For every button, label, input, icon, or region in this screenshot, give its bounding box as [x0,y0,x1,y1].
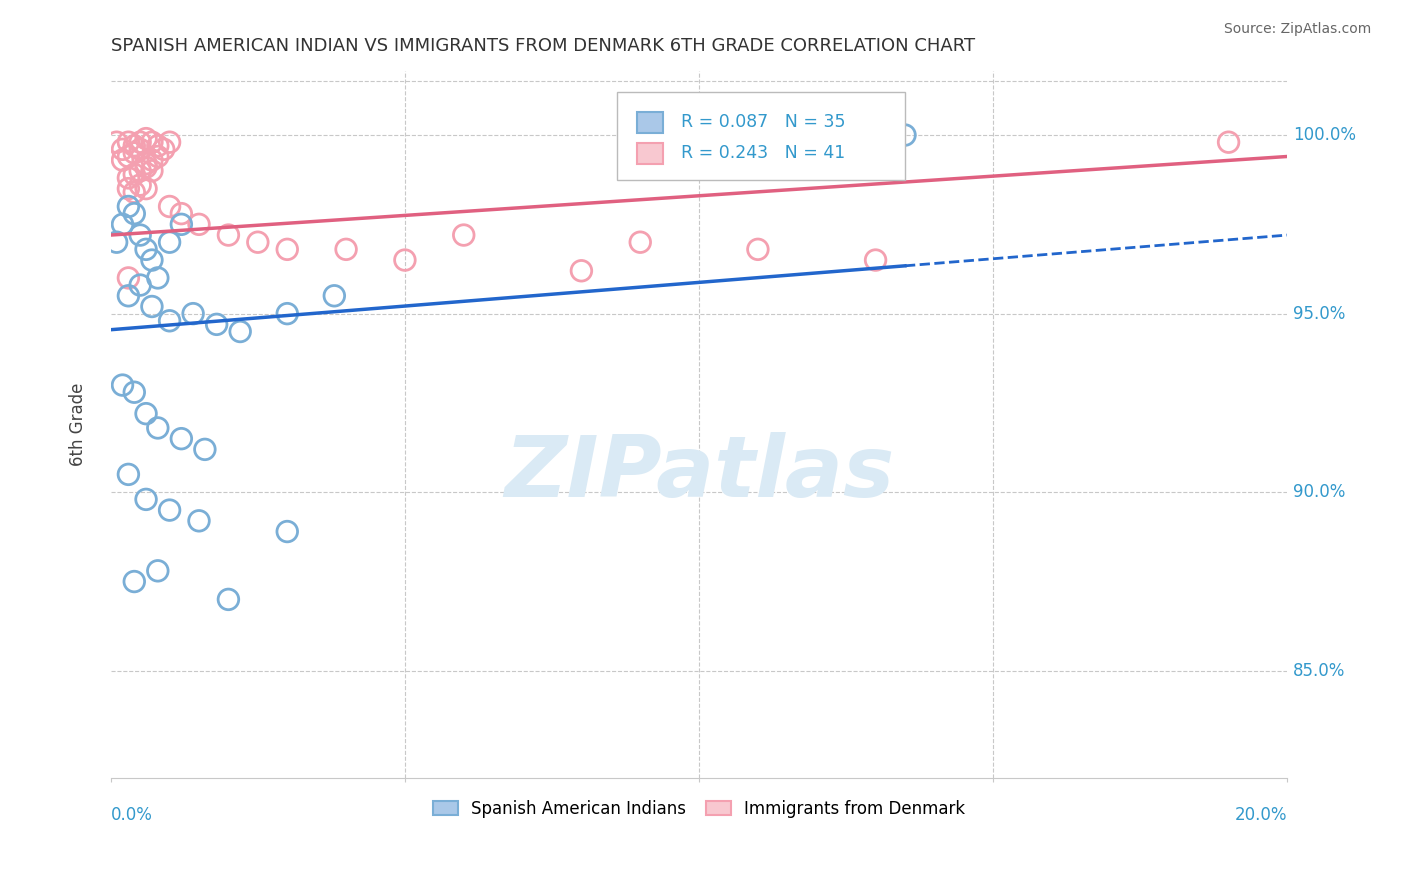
Point [124,385,146,400]
Point [628,235,651,250]
Legend: Spanish American Indians, Immigrants from Denmark: Spanish American Indians, Immigrants fro… [427,795,970,822]
Point [135,160,157,174]
Text: R = 0.087   N = 35: R = 0.087 N = 35 [682,113,846,131]
Point [141,300,163,314]
Point [181,307,204,321]
Point [146,271,169,285]
Point [146,149,169,163]
Point [124,185,146,199]
Point [146,138,169,153]
Point [117,199,139,213]
Point [129,163,152,178]
Text: 6th Grade: 6th Grade [69,383,87,466]
Point [135,131,157,145]
Point [111,218,134,232]
Point [159,199,181,213]
Point [146,421,169,435]
Point [135,492,157,507]
Point [571,264,593,278]
Point [129,142,152,156]
Point [188,514,211,528]
Point [129,135,152,149]
Point [246,235,269,250]
Point [170,432,193,446]
Point [159,235,181,250]
Point [111,153,134,167]
Point [152,142,174,156]
Point [124,138,146,153]
Point [117,135,139,149]
Point [865,253,887,268]
Point [159,314,181,328]
FancyBboxPatch shape [637,143,662,164]
Point [117,181,139,195]
Point [135,181,157,195]
Text: SPANISH AMERICAN INDIAN VS IMMIGRANTS FROM DENMARK 6TH GRADE CORRELATION CHART: SPANISH AMERICAN INDIAN VS IMMIGRANTS FR… [111,37,974,55]
Point [276,524,298,539]
Point [124,574,146,589]
Point [105,235,128,250]
Text: 100.0%: 100.0% [1294,126,1357,144]
FancyBboxPatch shape [637,112,662,133]
Point [747,243,769,257]
Text: 95.0%: 95.0% [1294,305,1346,323]
Point [141,163,163,178]
Point [124,167,146,181]
Point [217,592,239,607]
Text: ZIPatlas: ZIPatlas [503,433,894,516]
Point [141,135,163,149]
Point [894,128,917,142]
Point [217,228,239,243]
Point [276,243,298,257]
Text: 90.0%: 90.0% [1294,483,1346,501]
Point [453,228,475,243]
Text: 0.0%: 0.0% [111,806,153,824]
Point [129,228,152,243]
Point [117,271,139,285]
Point [194,442,217,457]
Point [111,378,134,392]
Point [205,318,228,332]
Point [105,135,128,149]
Point [335,243,357,257]
Point [159,503,181,517]
Point [1218,135,1240,149]
Point [323,289,346,303]
Point [135,407,157,421]
Point [170,218,193,232]
Point [188,218,211,232]
FancyBboxPatch shape [617,92,905,180]
Text: Source: ZipAtlas.com: Source: ZipAtlas.com [1223,22,1371,37]
Point [117,289,139,303]
Point [117,170,139,185]
Point [129,178,152,192]
Point [394,253,416,268]
Point [111,142,134,156]
Point [117,149,139,163]
Point [146,564,169,578]
Point [135,156,157,170]
Point [141,253,163,268]
Text: 85.0%: 85.0% [1294,662,1346,680]
Point [141,153,163,167]
Point [135,243,157,257]
Point [276,307,298,321]
Point [129,278,152,293]
Point [170,206,193,220]
Point [229,325,252,339]
Point [159,135,181,149]
Text: R = 0.243   N = 41: R = 0.243 N = 41 [682,145,845,162]
Point [117,467,139,482]
Point [124,206,146,220]
Point [124,145,146,160]
Text: 20.0%: 20.0% [1234,806,1288,824]
